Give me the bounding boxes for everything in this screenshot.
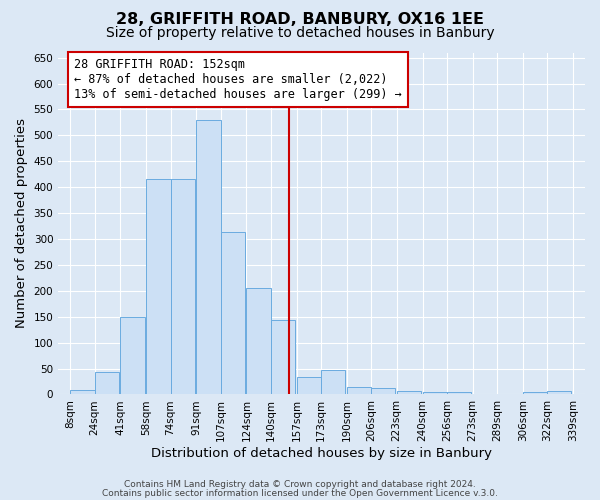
X-axis label: Distribution of detached houses by size in Banbury: Distribution of detached houses by size … [151, 447, 492, 460]
Text: 28 GRIFFITH ROAD: 152sqm
← 87% of detached houses are smaller (2,022)
13% of sem: 28 GRIFFITH ROAD: 152sqm ← 87% of detach… [74, 58, 402, 100]
Bar [547, 392, 571, 394]
Bar [271, 320, 295, 394]
Bar [196, 120, 221, 394]
Bar [397, 391, 421, 394]
Text: Size of property relative to detached houses in Banbury: Size of property relative to detached ho… [106, 26, 494, 40]
Bar [371, 388, 395, 394]
Bar [347, 386, 371, 394]
Bar [247, 288, 271, 395]
Bar [121, 316, 145, 394]
Bar [321, 370, 345, 394]
Bar [146, 180, 170, 394]
Text: Contains public sector information licensed under the Open Government Licence v.: Contains public sector information licen… [102, 488, 498, 498]
Y-axis label: Number of detached properties: Number of detached properties [15, 118, 28, 328]
Text: Contains HM Land Registry data © Crown copyright and database right 2024.: Contains HM Land Registry data © Crown c… [124, 480, 476, 489]
Bar [170, 180, 195, 394]
Text: 28, GRIFFITH ROAD, BANBURY, OX16 1EE: 28, GRIFFITH ROAD, BANBURY, OX16 1EE [116, 12, 484, 28]
Bar [221, 232, 245, 394]
Bar [447, 392, 471, 394]
Bar [296, 377, 321, 394]
Bar [95, 372, 119, 394]
Bar [523, 392, 547, 394]
Bar [422, 392, 447, 394]
Bar [70, 390, 95, 394]
